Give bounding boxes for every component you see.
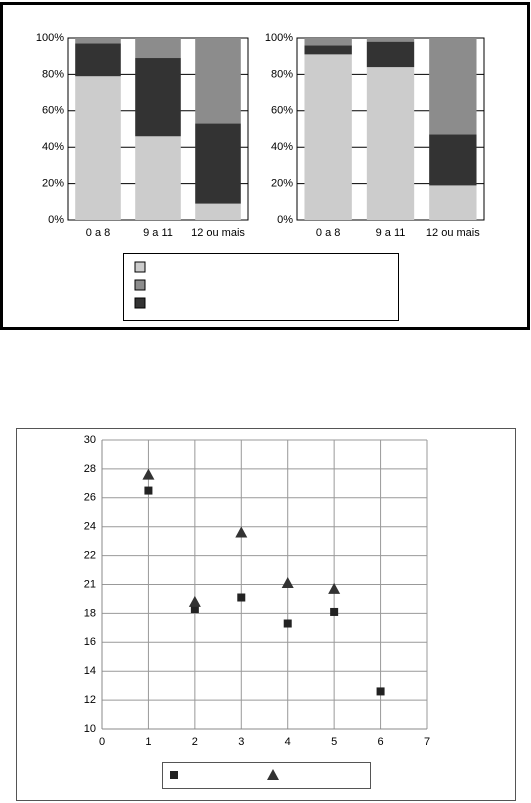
x-tick-label: 1 bbox=[145, 736, 151, 748]
y-tick-label: 12 bbox=[84, 694, 96, 706]
y-tick-label: 40% bbox=[42, 141, 64, 153]
bar-segment bbox=[195, 38, 241, 124]
y-tick-label: 20% bbox=[42, 178, 64, 190]
bar-segment bbox=[304, 45, 352, 55]
y-tick-label: 80% bbox=[42, 68, 64, 80]
point bbox=[281, 577, 294, 589]
y-tick-label: 22 bbox=[84, 550, 96, 562]
x-tick-label: 7 bbox=[424, 736, 430, 748]
y-tick-label: 10 bbox=[84, 723, 96, 735]
x-tick-label: 5 bbox=[331, 736, 337, 748]
y-tick-label: 24 bbox=[84, 521, 96, 533]
y-tick-label: 0% bbox=[48, 214, 64, 226]
bar-segment bbox=[366, 67, 415, 221]
y-tick-label: 20% bbox=[271, 178, 293, 190]
y-tick-label: 60% bbox=[271, 105, 293, 117]
y-tick-label: 80% bbox=[271, 68, 293, 80]
point bbox=[188, 595, 201, 607]
x-tick-label: 2 bbox=[192, 736, 198, 748]
bar-segment bbox=[135, 58, 181, 137]
legend-box bbox=[123, 253, 399, 321]
x-tick-label: 3 bbox=[238, 736, 244, 748]
bar-segment bbox=[75, 43, 121, 77]
y-tick-label: 18 bbox=[84, 607, 96, 619]
y-tick-label: 60% bbox=[42, 105, 64, 117]
bar-segment bbox=[135, 38, 181, 59]
x-tick-label: 0 bbox=[99, 736, 105, 748]
legend-box bbox=[162, 762, 371, 789]
bar-segment bbox=[75, 76, 121, 220]
bar-segment bbox=[366, 38, 415, 42]
point bbox=[376, 687, 385, 696]
bar-segment bbox=[195, 203, 241, 220]
x-tick-label: 0 a 8 bbox=[316, 227, 340, 239]
bottom-frame bbox=[16, 428, 516, 801]
x-tick-label: 4 bbox=[285, 736, 291, 748]
bar-segment bbox=[366, 41, 415, 68]
y-tick-label: 28 bbox=[84, 463, 96, 475]
bar-segment bbox=[304, 54, 352, 220]
point bbox=[328, 582, 341, 594]
bar-segment bbox=[135, 136, 181, 220]
point bbox=[142, 468, 155, 480]
point bbox=[283, 619, 292, 628]
x-tick-label: 9 a 11 bbox=[143, 227, 173, 239]
point bbox=[235, 526, 248, 538]
y-tick-label: 100% bbox=[265, 32, 293, 44]
point bbox=[144, 486, 153, 495]
y-tick-label: 21 bbox=[84, 578, 96, 590]
y-tick-label: 26 bbox=[84, 492, 96, 504]
y-tick-label: 40% bbox=[271, 141, 293, 153]
bar-segment bbox=[429, 38, 477, 135]
legend-marker bbox=[170, 771, 178, 779]
y-tick-label: 100% bbox=[36, 32, 64, 44]
y-tick-label: 16 bbox=[84, 636, 96, 648]
x-tick-label: 0 a 8 bbox=[86, 227, 110, 239]
x-tick-label: 12 ou mais bbox=[191, 227, 245, 239]
y-tick-label: 14 bbox=[84, 665, 96, 677]
point bbox=[237, 593, 246, 602]
x-tick-label: 9 a 11 bbox=[376, 227, 406, 239]
bar-segment bbox=[429, 134, 477, 186]
top-frame bbox=[0, 2, 530, 330]
x-tick-label: 12 ou mais bbox=[426, 227, 480, 239]
y-tick-label: 30 bbox=[84, 434, 96, 446]
legend-marker bbox=[267, 769, 279, 780]
point bbox=[190, 605, 199, 614]
y-tick-label: 0% bbox=[277, 214, 293, 226]
point bbox=[330, 607, 339, 616]
legend-swatch bbox=[134, 279, 146, 291]
bar-segment bbox=[195, 123, 241, 204]
legend-swatch bbox=[134, 261, 146, 273]
bar-segment bbox=[304, 38, 352, 46]
x-tick-label: 6 bbox=[378, 736, 384, 748]
bar-segment bbox=[75, 38, 121, 44]
bar-segment bbox=[429, 185, 477, 220]
legend-swatch bbox=[134, 297, 146, 309]
